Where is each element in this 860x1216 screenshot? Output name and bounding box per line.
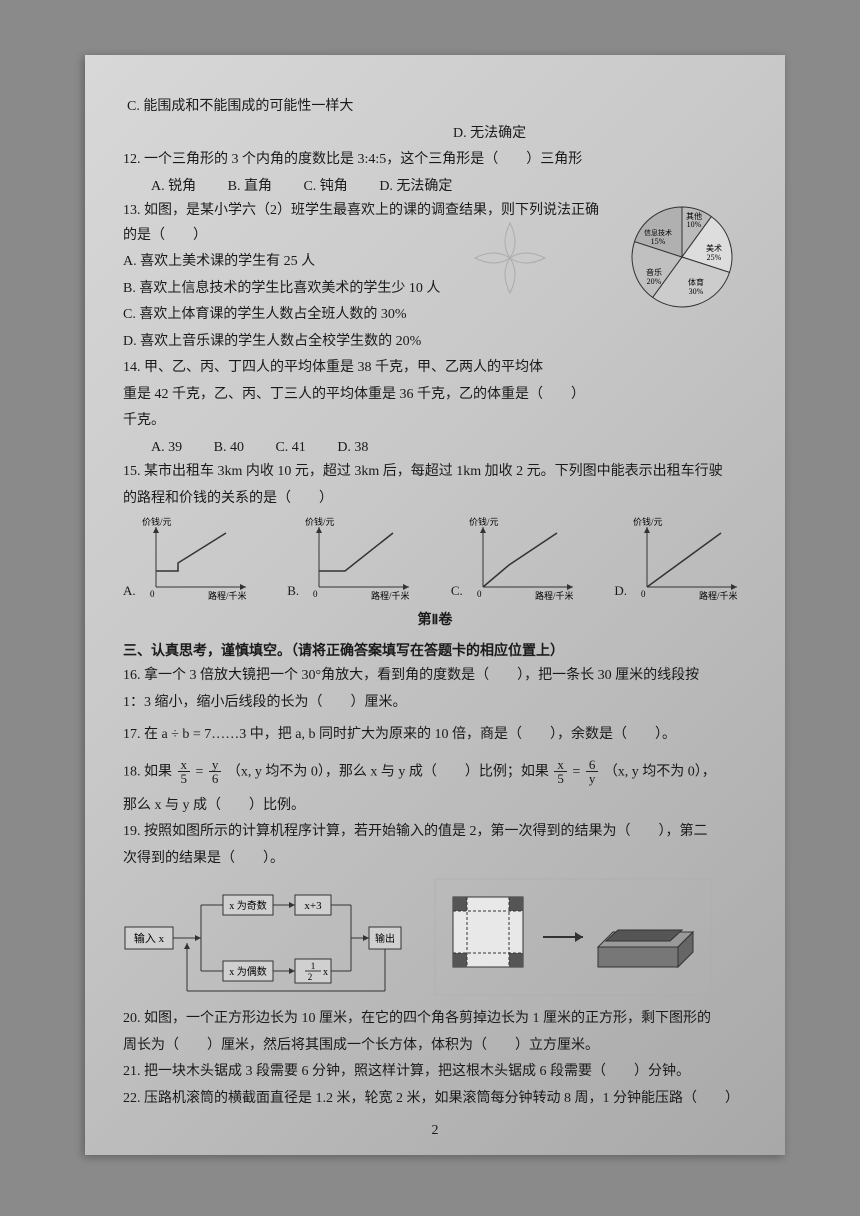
svg-text:0: 0 xyxy=(150,589,155,599)
section3-title: 三、认真思考，谨慎填空。（请将正确答案填写在答题卡的相应位置上） xyxy=(123,640,747,665)
svg-text:0: 0 xyxy=(641,589,646,599)
svg-text:2: 2 xyxy=(308,972,313,982)
q12-stem: 12. 一个三角形的 3 个内角的度数比是 3:4:5，这个三角形是（ ）三角形 xyxy=(123,148,747,173)
svg-text:20%: 20% xyxy=(647,277,662,286)
chart-b-label: B. xyxy=(287,580,299,603)
svg-text:15%: 15% xyxy=(651,237,666,246)
q14-c: C. 41 xyxy=(275,436,305,461)
chart-d-label: D. xyxy=(614,580,627,603)
q15-l1: 15. 某市出租车 3km 内收 10 元，超过 3km 后，每超过 1km 加… xyxy=(123,460,747,485)
frac-x-5b: x5 xyxy=(554,758,567,786)
net-box-diagram xyxy=(433,877,713,997)
svg-text:信息技术: 信息技术 xyxy=(644,228,672,237)
q18-pre: 18. 如果 xyxy=(123,764,172,779)
q16-l1: 16. 拿一个 3 倍放大镜把一个 30°角放大，看到角的度数是（ ），把一条长… xyxy=(123,664,747,689)
svg-text:路程/千米: 路程/千米 xyxy=(699,590,738,601)
frac-6-y: 6y xyxy=(586,758,599,786)
svg-text:路程/千米: 路程/千米 xyxy=(535,590,574,601)
q14-b: B. 40 xyxy=(214,436,244,461)
q19-diagrams: 输入 x x 为奇数 x+3 x 为偶数 1 2 x xyxy=(123,877,747,997)
svg-text:音乐: 音乐 xyxy=(646,267,662,277)
svg-text:价钱/元: 价钱/元 xyxy=(305,516,335,527)
svg-text:价钱/元: 价钱/元 xyxy=(633,516,663,527)
pie-chart: 其他 10% 美术 25% 体育 30% 音乐 20% 信息技术 15% xyxy=(617,199,747,325)
frac-x-5: x5 xyxy=(178,758,191,786)
q14-options: A. 39 B. 40 C. 41 D. 38 xyxy=(123,436,747,461)
q11-option-d: D. 无法确定 xyxy=(123,122,747,147)
q12-options: A. 锐角 B. 直角 C. 钝角 D. 无法确定 xyxy=(123,175,747,200)
q16-l2: 1：3 缩小，缩小后线段的长为（ ）厘米。 xyxy=(123,691,747,716)
svg-text:30%: 30% xyxy=(689,287,704,296)
q17: 17. 在 a ÷ b = 7……3 中，把 a, b 同时扩大为原来的 10 … xyxy=(123,723,747,748)
q20-l1: 20. 如图，一个正方形边长为 10 厘米，在它的四个角各剪掉边长为 1 厘米的… xyxy=(123,1007,747,1032)
svg-text:路程/千米: 路程/千米 xyxy=(208,590,247,601)
svg-text:美术: 美术 xyxy=(706,243,722,253)
q18-mid1: （x, y 均不为 0），那么 x 与 y 成（ ）比例；如果 xyxy=(227,764,549,779)
q14-a: A. 39 xyxy=(151,436,182,461)
q18-l2: 那么 x 与 y 成（ ）比例。 xyxy=(123,794,747,819)
frac-y-6: y6 xyxy=(209,758,222,786)
q13-d: D. 喜欢上音乐课的学生人数占全校学生数的 20% xyxy=(123,330,747,355)
chart-a: A. 价钱/元 0 路程/千米 xyxy=(123,515,256,603)
svg-text:x+3: x+3 xyxy=(304,900,322,912)
svg-text:价钱/元: 价钱/元 xyxy=(469,516,499,527)
q12-a: A. 锐角 xyxy=(151,175,196,200)
svg-text:x 为奇数: x 为奇数 xyxy=(229,899,267,912)
page-number: 2 xyxy=(123,1119,747,1144)
q19-l1: 19. 按照如图所示的计算机程序计算，若开始输入的值是 2，第一次得到的结果为（… xyxy=(123,820,747,845)
q14-l1: 14. 甲、乙、丙、丁四人的平均体重是 38 千克，甲、乙两人的平均体 xyxy=(123,356,747,381)
svg-text:25%: 25% xyxy=(707,253,722,262)
svg-text:1: 1 xyxy=(311,961,316,971)
q11-option-c: C. 能围成和不能围成的可能性一样大 xyxy=(123,95,747,120)
svg-text:0: 0 xyxy=(477,589,482,599)
svg-text:体育: 体育 xyxy=(688,277,704,287)
q12-c: C. 钝角 xyxy=(303,175,347,200)
decorative-pattern xyxy=(465,213,555,303)
q18-mid2: （x, y 均不为 0）， xyxy=(604,764,716,779)
svg-text:路程/千米: 路程/千米 xyxy=(371,590,410,601)
chart-a-label: A. xyxy=(123,580,136,603)
q15-charts: A. 价钱/元 0 路程/千米 B. 价钱/元 0 xyxy=(123,515,747,603)
flowchart: 输入 x x 为奇数 x+3 x 为偶数 1 2 x xyxy=(123,877,403,997)
svg-text:10%: 10% xyxy=(687,220,702,229)
q15-l2: 的路程和价钱的关系的是（ ） xyxy=(123,487,747,512)
svg-text:x: x xyxy=(323,967,328,978)
q18-l1: 18. 如果 x5 = y6 （x, y 均不为 0），那么 x 与 y 成（ … xyxy=(123,758,747,786)
q12-d: D. 无法确定 xyxy=(379,175,452,200)
q12-b: B. 直角 xyxy=(228,175,272,200)
q13-block: 其他 10% 美术 25% 体育 30% 音乐 20% 信息技术 15% 13.… xyxy=(123,199,747,436)
svg-text:输入 x: 输入 x xyxy=(134,931,165,945)
q19-l2: 次得到的结果是（ ）。 xyxy=(123,847,747,872)
q22: 22. 压路机滚筒的横截面直径是 1.2 米，轮宽 2 米，如果滚筒每分钟转动 … xyxy=(123,1087,747,1112)
svg-text:输出: 输出 xyxy=(375,932,395,945)
chart-c-label: C. xyxy=(451,580,463,603)
chart-c: C. 价钱/元 0 路程/千米 xyxy=(451,515,583,603)
chart-b: B. 价钱/元 0 路程/千米 xyxy=(287,515,419,603)
q14-l2: 重是 42 千克，乙、丙、丁三人的平均体重是 36 千克，乙的体重是（ ） xyxy=(123,383,747,408)
part2-title: 第Ⅱ卷 xyxy=(123,609,747,634)
chart-d: D. 价钱/元 0 路程/千米 xyxy=(614,515,747,603)
q21: 21. 把一块木头锯成 3 段需要 6 分钟，照这样计算，把这根木头锯成 6 段… xyxy=(123,1060,747,1085)
q14-d: D. 38 xyxy=(337,436,368,461)
svg-text:价钱/元: 价钱/元 xyxy=(142,516,172,527)
q20-l2: 周长为（ ）厘米，然后将其围成一个长方体，体积为（ ）立方厘米。 xyxy=(123,1034,747,1059)
svg-text:0: 0 xyxy=(313,589,318,599)
q14-l3: 千克。 xyxy=(123,409,747,434)
svg-text:x 为偶数: x 为偶数 xyxy=(229,965,267,978)
exam-page: C. 能围成和不能围成的可能性一样大 D. 无法确定 12. 一个三角形的 3 … xyxy=(85,55,785,1155)
